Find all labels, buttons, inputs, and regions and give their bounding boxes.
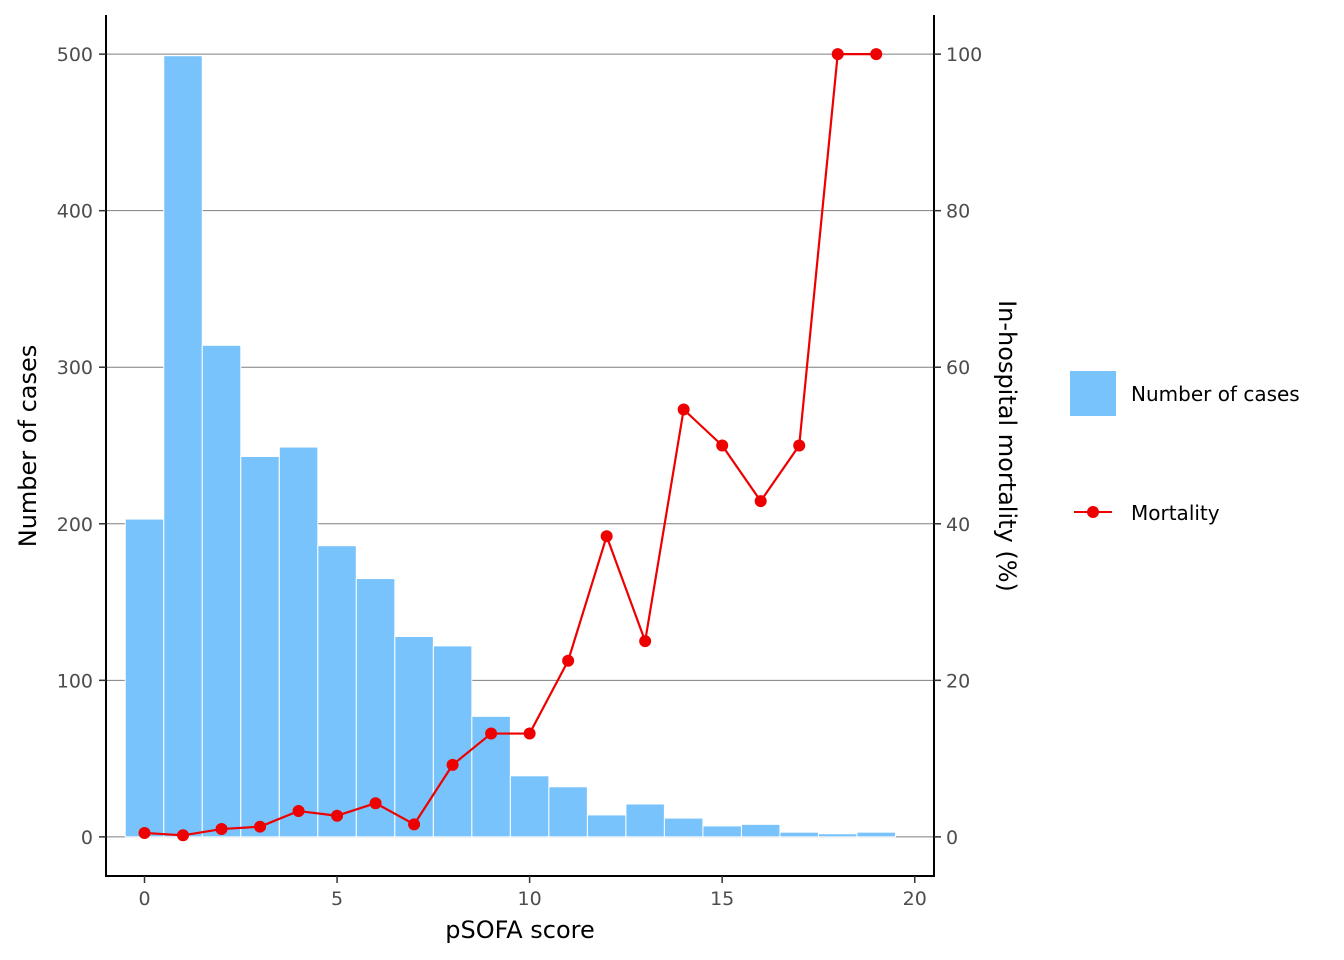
bar-cases-1: [163, 55, 203, 838]
y-axis-left-title: Number of cases: [14, 345, 42, 547]
bar-cases-5: [317, 545, 357, 838]
bar-cases-4: [278, 446, 319, 838]
bar-cases-2: [201, 344, 242, 838]
bar-cases-8: [432, 645, 473, 838]
bar-cases-16: [740, 823, 781, 838]
mortality-point-5: [331, 809, 344, 822]
x-tick-label-20: 20: [903, 888, 927, 910]
mortality-point-10: [523, 727, 536, 740]
mortality-point-17: [793, 439, 806, 452]
y-right-tick-label-60: 60: [946, 357, 970, 379]
mortality-line-layer: [138, 48, 883, 842]
legend-swatch-cases: [1070, 371, 1116, 416]
mortality-point-8: [446, 758, 459, 771]
mortality-point-2: [215, 823, 228, 836]
legend-label-mortality: Mortality: [1131, 501, 1220, 525]
bars: [124, 55, 896, 838]
mortality-point-14: [677, 403, 690, 416]
mortality-point-0: [138, 826, 151, 839]
mortality-point-15: [716, 439, 729, 452]
x-tick-label-5: 5: [331, 888, 343, 910]
y-left-tick-label-500: 500: [57, 44, 93, 66]
bar-cases-0: [124, 518, 165, 838]
bar-cases-12: [586, 814, 627, 838]
bar-cases-11: [548, 786, 588, 838]
x-tick-label-10: 10: [518, 888, 542, 910]
bar-cases-15: [702, 825, 742, 838]
mortality-point-16: [754, 495, 767, 508]
mortality-point-9: [485, 727, 498, 740]
x-axis-title: pSOFA score: [445, 916, 595, 944]
bar-cases-17: [779, 831, 819, 838]
y-left-tick-label-400: 400: [57, 201, 93, 223]
bar-cases-14: [663, 817, 704, 838]
tick-labels: 0 100 200 300 400 500 0 20 40 60 80 100 0 5 10 15 20: [57, 44, 983, 910]
mortality-point-19: [870, 48, 883, 61]
mortality-line: [144, 53, 877, 837]
mortality-point-3: [254, 820, 267, 833]
mortality-point-13: [639, 635, 652, 648]
bar-cases-7: [394, 635, 434, 838]
bar-cases-3: [240, 455, 280, 838]
mortality-point-6: [369, 797, 382, 810]
y-left-tick-label-300: 300: [57, 357, 93, 379]
mortality-point-1: [177, 829, 190, 842]
y-left-tick-label-100: 100: [57, 670, 93, 692]
mortality-point-7: [408, 818, 421, 831]
y-right-tick-label-0: 0: [946, 827, 958, 849]
x-tick-label-0: 0: [138, 888, 150, 910]
y-right-tick-label-100: 100: [946, 44, 982, 66]
y-left-tick-label-0: 0: [81, 827, 93, 849]
legend-label-cases: Number of cases: [1131, 382, 1300, 406]
y-right-tick-label-80: 80: [946, 201, 970, 223]
y-right-tick-label-20: 20: [946, 670, 970, 692]
mortality-point-12: [600, 530, 613, 543]
x-tick-label-15: 15: [710, 888, 734, 910]
y-axis-right-title: In-hospital mortality (%): [993, 300, 1021, 592]
bar-cases-19: [856, 831, 896, 838]
mortality-point-11: [562, 654, 575, 667]
legend-swatch-mortality-point: [1087, 506, 1099, 518]
axes: [99, 15, 941, 883]
legend: Number of cases Mortality: [1070, 371, 1300, 525]
mortality-point-18: [831, 48, 844, 61]
bar-cases-6: [355, 578, 396, 838]
bar-cases-13: [625, 803, 665, 838]
bar-cases-10: [509, 775, 550, 838]
y-right-tick-label-40: 40: [946, 514, 970, 536]
mortality-point-4: [292, 805, 305, 818]
bar-cases-18: [817, 833, 858, 838]
y-left-tick-label-200: 200: [57, 514, 93, 536]
